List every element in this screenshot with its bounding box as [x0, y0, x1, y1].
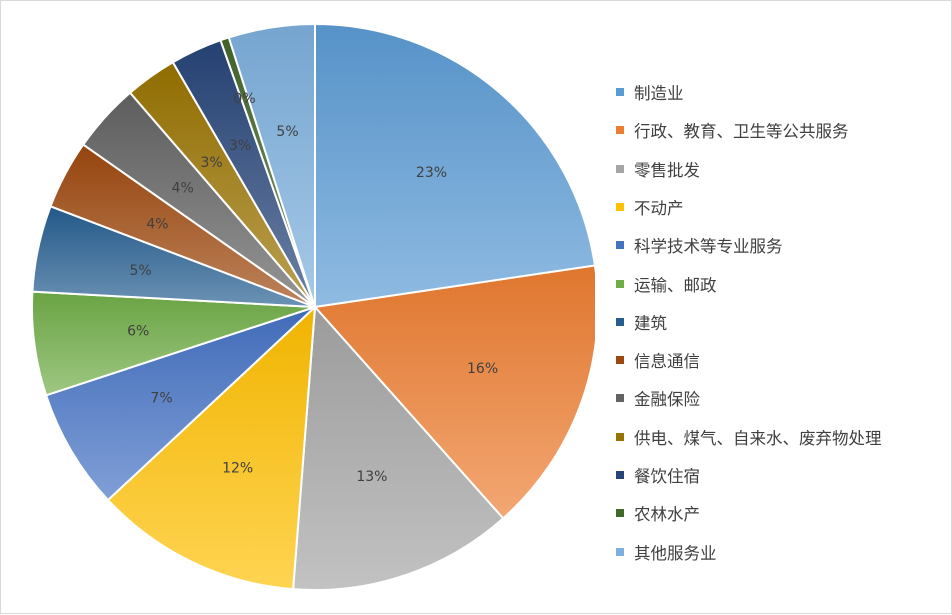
legend-swatch — [616, 509, 624, 518]
legend-swatch — [616, 471, 624, 479]
pie-slices — [31, 22, 599, 591]
legend-item: 运输、邮政 — [595, 265, 931, 303]
slice-data-label: 3% — [200, 155, 222, 171]
legend-label: 行政、教育、卫生等公共服务 — [634, 122, 849, 142]
legend-label: 供电、煤气、自来水、废弃物处理 — [634, 428, 882, 448]
legend-swatch — [616, 202, 624, 211]
slice-data-label: 3% — [229, 138, 251, 154]
slice-data-label: 4% — [146, 216, 168, 232]
legend-item: 行政、教育、卫生等公共服务 — [595, 111, 931, 149]
legend-label: 零售批发 — [634, 160, 700, 180]
legend-label: 科学技术等专业服务 — [634, 237, 783, 257]
slice-data-label: 4% — [172, 180, 194, 196]
legend-item: 供电、煤气、自来水、废弃物处理 — [595, 418, 931, 456]
legend-swatch — [616, 88, 624, 96]
pie-slice — [292, 304, 505, 591]
legend-item: 科学技术等专业服务 — [595, 226, 931, 264]
legend-label: 农林水产 — [634, 505, 700, 525]
data-labels: 23% 16% 13% 12% 7% 6% 5% 4% 4% 3% 3% 0% 5% — [127, 91, 498, 485]
legend-swatch — [616, 356, 624, 365]
pie-slice — [44, 306, 316, 502]
slice-data-label: 12% — [222, 461, 253, 477]
legend-swatch — [616, 547, 624, 556]
legend-label: 运输、邮政 — [634, 275, 717, 295]
legend-label: 其他服务业 — [634, 543, 717, 563]
legend: 制造业行政、教育、卫生等公共服务 零售批发不动产科学技术等专业服务 运输、邮政建筑信… — [595, 73, 931, 577]
legend-item: 建筑 — [595, 303, 931, 341]
legend-label: 建筑 — [634, 313, 667, 333]
slice-data-label: 7% — [150, 391, 172, 407]
pie-slice — [106, 304, 317, 591]
slice-data-label: 16% — [467, 361, 498, 377]
slice-data-label: 23% — [416, 165, 447, 181]
legend-swatch — [616, 317, 624, 326]
legend-item: 零售批发 — [595, 150, 931, 188]
legend-swatch — [616, 126, 624, 135]
legend-item: 餐饮住宿 — [595, 456, 931, 494]
slice-data-label: 6% — [127, 323, 149, 339]
pie-slice — [314, 22, 597, 309]
legend-item: 其他服务业 — [595, 533, 931, 571]
legend-label: 餐饮住宿 — [634, 467, 700, 486]
legend-label: 制造业 — [634, 84, 684, 103]
legend-swatch — [616, 279, 624, 288]
legend-item: 信息通信 — [595, 341, 931, 379]
legend-swatch — [616, 432, 624, 441]
legend-swatch — [616, 164, 624, 173]
slice-data-label: 5% — [276, 124, 298, 140]
legend-item: 金融保险 — [595, 379, 931, 417]
legend-label: 信息通信 — [634, 352, 700, 372]
slice-data-label: 0% — [233, 91, 255, 107]
legend-swatch — [616, 241, 624, 250]
slice-data-label: 13% — [356, 469, 387, 485]
pie-slice — [227, 22, 316, 308]
legend-item: 不动产 — [595, 188, 931, 226]
legend-item: 农林水产 — [595, 494, 931, 532]
legend-label: 不动产 — [634, 198, 684, 218]
legend-label: 金融保险 — [634, 390, 700, 410]
slice-data-label: 5% — [129, 263, 151, 279]
legend-item: 制造业 — [595, 73, 931, 111]
legend-swatch — [616, 394, 624, 403]
